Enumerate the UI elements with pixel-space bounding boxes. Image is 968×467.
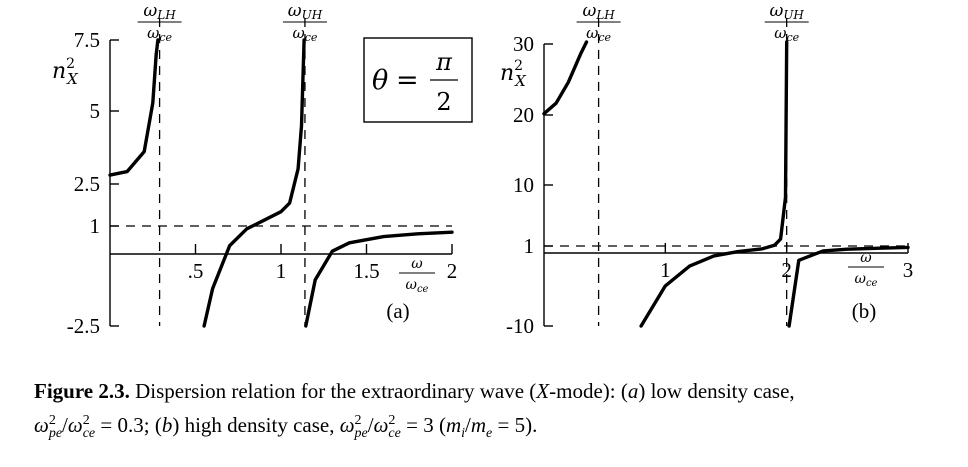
y-tick-label: 20 bbox=[513, 103, 534, 127]
annotation-pi: π bbox=[435, 48, 453, 76]
x-tick-label: 2 bbox=[447, 259, 458, 283]
annotation-equals: = bbox=[396, 65, 419, 96]
resonance-label-uh-numerator: ωUH bbox=[288, 1, 323, 22]
x-tick-label: 1.5 bbox=[353, 259, 379, 283]
curve-low-branch bbox=[108, 38, 160, 177]
resonance-label-uh-denominator: ωce bbox=[774, 24, 799, 44]
curve-high-branch bbox=[304, 230, 454, 328]
curve-middle-branch bbox=[639, 40, 789, 328]
figure-caption: Figure 2.3. Dispersion relation for the … bbox=[34, 376, 954, 449]
curve-middle-branch bbox=[202, 38, 306, 328]
caption-line-1: Dispersion relation for the extraordinar… bbox=[135, 379, 795, 403]
resonance-label-lh-numerator: ωLH bbox=[582, 1, 615, 22]
x-tick-label: 3 bbox=[903, 258, 914, 282]
caption-label: Figure 2.3. bbox=[34, 379, 130, 403]
y-tick-label: 5 bbox=[90, 99, 101, 123]
annotation-theta: θ bbox=[372, 65, 388, 96]
resonance-label-uh-numerator: ωUH bbox=[769, 1, 804, 22]
y-axis-label: n2 X bbox=[52, 56, 79, 88]
y-tick-label: 2.5 bbox=[74, 172, 100, 196]
y-tick-label: -10 bbox=[506, 314, 534, 338]
x-axis-label-numerator: ω bbox=[860, 250, 872, 266]
x-tick-label: 2 bbox=[781, 258, 792, 282]
y-axis-label: n2 X bbox=[500, 58, 527, 90]
y-tick-label: 10 bbox=[513, 173, 534, 197]
y-tick-label: 1 bbox=[90, 214, 101, 238]
resonance-label-lh-denominator: ωce bbox=[586, 24, 611, 44]
annotation-two: 2 bbox=[436, 88, 451, 116]
curve-high-branch bbox=[787, 245, 910, 328]
resonance-label-uh-denominator: ωce bbox=[292, 24, 317, 44]
y-tick-label: -2.5 bbox=[67, 314, 100, 338]
x-tick-label: .5 bbox=[188, 259, 204, 283]
x-axis-label-denominator: ωce bbox=[406, 277, 429, 295]
x-tick-label: 1 bbox=[660, 258, 671, 282]
x-axis-label-numerator: ω bbox=[411, 256, 423, 272]
y-tick-label: 30 bbox=[513, 32, 534, 56]
x-tick-label: 1 bbox=[276, 259, 287, 283]
y-tick-label: 1 bbox=[524, 234, 535, 258]
resonance-label-lh-numerator: ωLH bbox=[143, 1, 176, 22]
panel-label: (a) bbox=[386, 299, 409, 323]
panel-label: (b) bbox=[852, 299, 877, 323]
y-tick-label: 7.5 bbox=[74, 28, 100, 52]
resonance-label-lh-denominator: ωce bbox=[147, 24, 172, 44]
curve-low-branch bbox=[542, 40, 589, 116]
caption-line-2: ω2pe/ω2ce = 0.3; (b) high density case, … bbox=[34, 413, 538, 442]
x-axis-label-denominator: ωce bbox=[855, 271, 878, 289]
